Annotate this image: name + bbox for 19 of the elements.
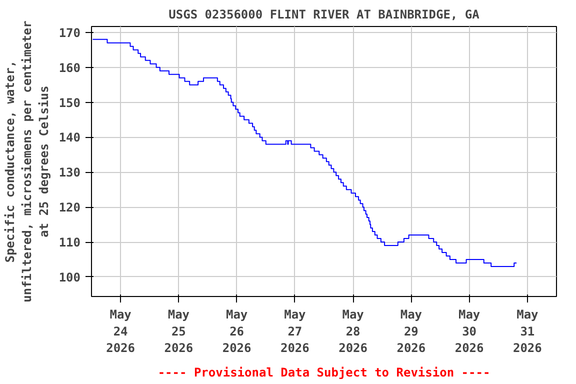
y-tick-label: 110 xyxy=(58,236,81,250)
y-tick-label: 130 xyxy=(58,166,81,180)
x-tick-label: May 25 2026 xyxy=(164,308,194,356)
x-tick-label: May 24 2026 xyxy=(106,308,136,356)
y-tick-label: 160 xyxy=(58,60,81,75)
y-tick-label: 100 xyxy=(58,270,81,284)
x-tick-label: May 27 2026 xyxy=(280,308,310,356)
y-tick-label: 120 xyxy=(58,200,81,215)
y-axis-title: Specific conductance, water, unfiltered, microsiemens per centimeter at 25 degrees Celsius xyxy=(3,20,51,302)
y-tick-label: 170 xyxy=(58,26,81,40)
x-tick-label: May 30 2026 xyxy=(454,308,484,356)
chart-title: USGS 02356000 FLINT RIVER AT BAINBRIDGE, GA xyxy=(168,8,480,22)
x-tick-label: May 31 2026 xyxy=(512,308,542,356)
y-tick-label: 140 xyxy=(58,130,81,145)
text: ---- Provisional Data Subject to Revision ---- xyxy=(158,366,490,380)
x-tick-label: May 26 2026 xyxy=(222,308,252,356)
y-tick-label: 150 xyxy=(58,96,81,110)
x-tick-label: May 29 2026 xyxy=(396,308,426,356)
x-tick-label: May 28 2026 xyxy=(338,308,368,356)
